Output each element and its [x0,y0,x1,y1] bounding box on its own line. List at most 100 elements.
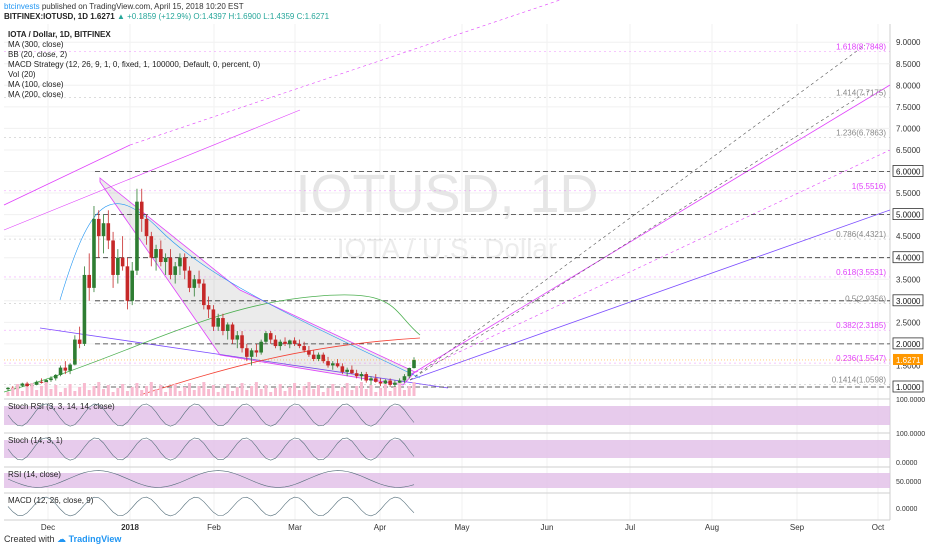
candle-body [92,218,96,288]
candle-body [230,324,235,340]
indicator-legend: MA (100, close) [8,80,64,89]
candle-body [144,218,149,237]
volume-bar [154,389,158,396]
volume-bar [168,388,172,396]
price-tick-label: 8.5000 [896,60,921,69]
indicator-legend: Vol (20) [8,70,36,79]
time-axis-label: Dec [41,523,55,532]
price-tick-label: 2.5000 [896,318,921,327]
quote-line: BITFINEX:IOTUSD, 1D 1.6271 ▲ +0.1859 (+1… [4,12,329,22]
candle-body [173,266,177,275]
candle-body [82,274,87,344]
ohlc-values: O:1.4397 H:1.6900 L:1.4359 C:1.6271 [193,12,330,21]
candle-body [187,270,192,288]
trend-line [409,149,891,376]
author-link[interactable]: btcinvests [4,2,40,11]
oscillator-line [7,496,415,517]
candle-body [397,380,402,383]
candle-body [178,257,182,267]
volume-bar [63,388,67,396]
fib-level-label: 0.1414(1.0598) [832,375,887,384]
candle-body [292,340,297,344]
volume-bar [173,384,177,396]
volume-bar [245,390,249,396]
indicator-legend: BB (20, close, 2) [8,50,67,59]
level-box [892,294,924,307]
candle-body [311,354,316,359]
candle-body [225,324,230,331]
candle-body [168,257,173,275]
pane-band [4,440,890,458]
pane-band [4,406,890,425]
volume-bar [92,386,96,396]
candle-body [354,373,359,377]
volume-bar [44,382,48,396]
symbol-label: BITFINEX:IOTUSD, 1D [4,12,89,21]
price-tick-label: 3.5000 [896,275,921,284]
volume-bar [226,384,230,396]
main-pane-bg [4,24,890,396]
volume-bar [326,388,330,396]
volume-bar [216,392,220,396]
volume-bar [211,385,215,396]
candle-body [53,374,58,379]
volume-bar [312,389,316,396]
volume-bar [54,385,58,396]
ma-100-line [59,203,421,379]
volume-bar [336,391,340,396]
candle-body [350,369,354,374]
candle-body [211,309,216,327]
candle-body [87,274,91,288]
pane-title: Stoch (14, 3, 1) [8,436,63,445]
volume-bar [20,391,24,396]
candle-body [63,367,68,371]
tradingview-logo-icon: ☁ [57,534,67,544]
pane-axis-label: 0.0000 [896,460,918,467]
volume-bar [197,386,201,396]
footer-brand[interactable]: TradingView [68,534,122,544]
pane-axis-label: 0.0000 [896,506,918,513]
trend-line [39,327,449,389]
candle-body [206,305,211,310]
watermark-symbol: IOTUSD, 1D [295,164,598,224]
level-box-label: 2.0000 [896,340,921,349]
candle-body [268,333,273,340]
price-tick-label: 7.0000 [896,124,921,133]
volume-bar [350,390,354,396]
volume-bar [379,388,383,396]
candle-body [96,218,101,237]
level-box [892,208,924,221]
volume-bar [164,392,168,396]
volume-bar [49,389,53,396]
time-axis-label: Aug [705,523,719,532]
candle-body [373,378,378,382]
volume-bar [73,391,77,396]
volume-bar [97,382,101,396]
candle-body [331,363,335,366]
candle-body [321,354,326,362]
price-tick-label: 5.5000 [896,189,921,198]
volume-bar [307,382,311,396]
candle-body [182,257,187,271]
fib-level-label: 1.236(6.7863) [836,129,886,138]
volume-bar [121,384,125,396]
candle-body [235,335,240,340]
fib-level-label: 0.236(1.5547) [836,354,886,363]
time-axis-label: 2018 [121,523,139,532]
level-box [892,251,924,264]
projection-line [409,44,866,381]
candle-body [106,223,111,241]
volume-bar [240,383,244,396]
volume-bar [59,392,63,396]
candle-body [388,380,392,385]
fib-level-label: 1(5.5516) [852,182,887,191]
price-tick-label: 7.5000 [896,103,921,112]
volume-bar [202,382,206,396]
volume-bar [68,384,72,396]
volume-bar [355,386,359,396]
volume-bar [302,386,306,396]
candle-body [383,380,388,384]
candle-body [278,341,283,347]
trend-line [409,84,891,376]
